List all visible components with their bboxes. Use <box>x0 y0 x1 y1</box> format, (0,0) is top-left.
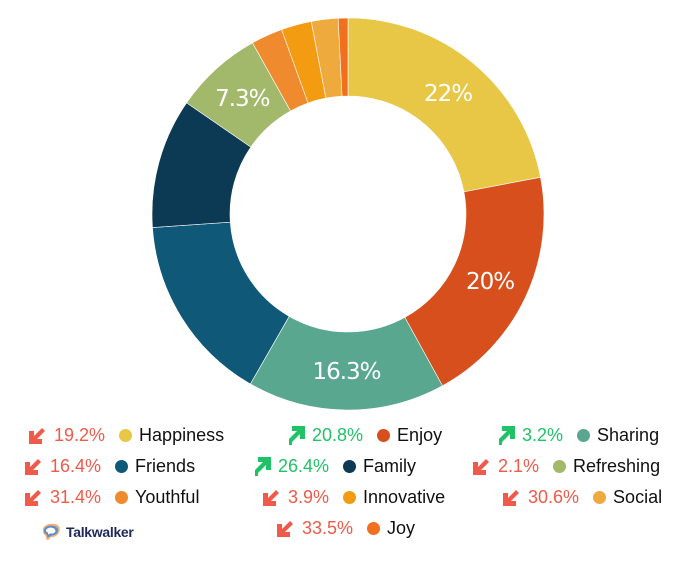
talkwalker-logo-icon <box>42 523 60 541</box>
slice-value-label: 16.3% <box>312 359 380 385</box>
brand-logo: Talkwalker <box>40 522 134 542</box>
donut-chart: 22% 20% 16.3% 7.3% <box>151 17 545 411</box>
legend-item-youthful: 31.4% Youthful <box>24 485 199 509</box>
slice-enjoy <box>404 176 545 387</box>
trend-down-icon <box>276 518 296 538</box>
legend-label: Youthful <box>135 486 200 507</box>
color-dot <box>115 490 129 504</box>
trend-down-icon <box>502 487 522 507</box>
color-dot <box>553 459 567 473</box>
slice-happiness <box>347 17 541 193</box>
color-dot <box>115 459 129 473</box>
legend-item-sharing: 3.2% Sharing <box>496 423 659 447</box>
color-dot <box>377 428 391 442</box>
slice-value-label: 20% <box>466 269 514 295</box>
change-value: 3.2% <box>522 424 564 445</box>
legend-item-happiness: 19.2% Happiness <box>28 423 224 447</box>
color-dot <box>577 428 591 442</box>
change-value: 2.1% <box>498 455 540 476</box>
change-value: 3.9% <box>288 486 330 507</box>
legend-label: Friends <box>135 455 196 476</box>
legend-label: Innovative <box>363 486 446 507</box>
legend-label: Happiness <box>139 424 225 445</box>
slice-value-label: 7.3% <box>215 86 270 112</box>
trend-down-icon <box>28 425 48 445</box>
legend-item-social: 30.6% Social <box>502 485 662 509</box>
legend-item-refreshing: 2.1% Refreshing <box>472 454 660 478</box>
change-value: 26.4% <box>278 455 330 476</box>
legend-label: Sharing <box>597 424 660 445</box>
legend-label: Social <box>613 486 663 507</box>
legend-item-friends: 16.4% Friends <box>24 454 195 478</box>
legend-item-enjoy: 20.8% Enjoy <box>286 423 442 447</box>
legend-label: Family <box>363 455 417 476</box>
trend-down-icon <box>24 456 44 476</box>
change-value: 30.6% <box>528 486 580 507</box>
brand-name: Talkwalker <box>66 524 134 540</box>
trend-down-icon <box>24 487 44 507</box>
trend-down-icon <box>472 456 492 476</box>
change-value: 19.2% <box>54 424 106 445</box>
color-dot <box>343 490 357 504</box>
legend-item-innovative: 3.9% Innovative <box>262 485 445 509</box>
change-value: 16.4% <box>50 455 102 476</box>
trend-up-icon <box>496 425 516 445</box>
color-dot <box>367 521 381 535</box>
legend-item-joy: 33.5% Joy <box>276 516 415 540</box>
legend-label: Refreshing <box>573 455 661 476</box>
legend-item-family: 26.4% Family <box>252 454 416 478</box>
color-dot <box>343 459 357 473</box>
color-dot <box>593 490 607 504</box>
trend-down-icon <box>262 487 282 507</box>
change-value: 20.8% <box>312 424 364 445</box>
slice-value-label: 22% <box>424 81 472 107</box>
legend-label: Enjoy <box>397 424 443 445</box>
color-dot <box>119 428 133 442</box>
trend-up-icon <box>286 425 306 445</box>
change-value: 33.5% <box>302 517 354 538</box>
legend-label: Joy <box>387 517 416 538</box>
slice-joy <box>337 17 349 97</box>
change-value: 31.4% <box>50 486 102 507</box>
trend-up-icon <box>252 456 272 476</box>
legend: 19.2% Happiness 20.8% Enjoy 3.2% Sharing… <box>0 420 700 563</box>
